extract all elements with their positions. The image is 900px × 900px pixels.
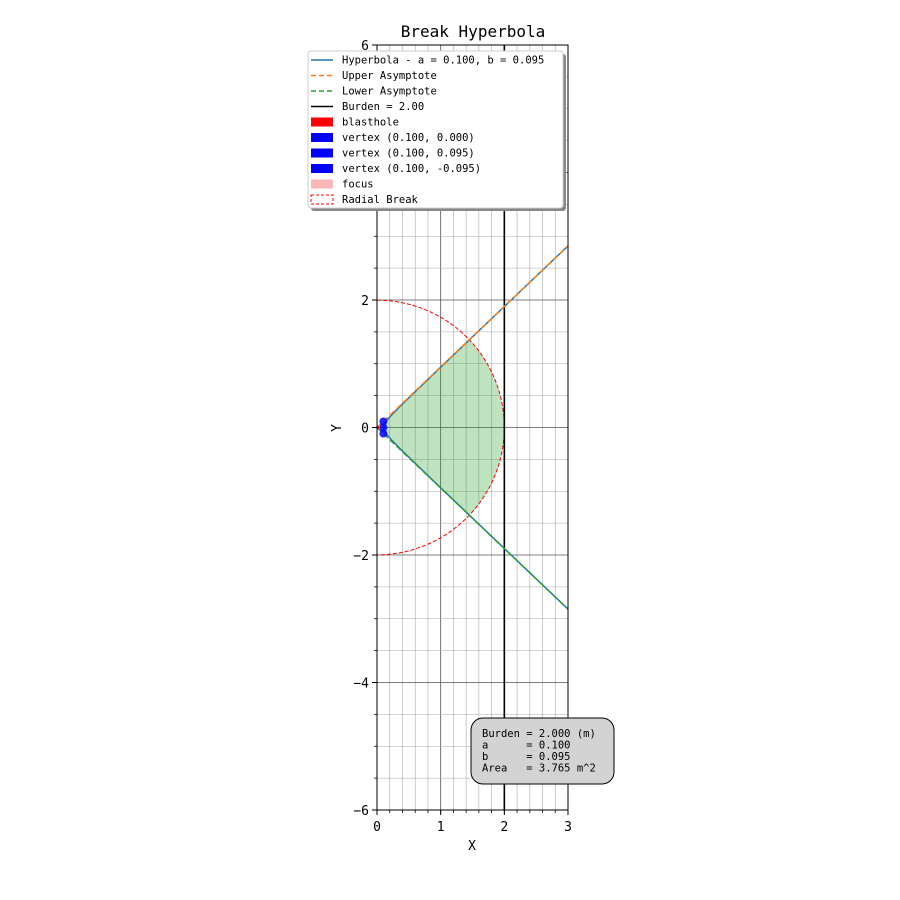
x-axis-label: X — [468, 839, 476, 854]
y-tick-label: −2 — [353, 549, 369, 564]
plot-area — [377, 45, 568, 810]
legend-label-9: Radial Break — [342, 194, 419, 206]
x-tick-label: 0 — [373, 820, 381, 835]
legend-label-2: Lower Asymptote — [342, 86, 437, 98]
legend-swatch-6 — [311, 148, 333, 158]
vertex-point-2 — [379, 429, 388, 438]
info-box-line-0: Burden = 2.000 (m) — [482, 728, 596, 740]
lower-asymptote — [377, 426, 568, 610]
chart-title: Break Hyperbola — [401, 22, 546, 41]
axis-ticks: 0 1 2 3 −6 −4 −2 0 2 6 — [353, 39, 572, 835]
x-tick-label: 3 — [564, 820, 572, 835]
y-tick-label: 2 — [361, 294, 369, 309]
y-tick-label: −4 — [353, 677, 369, 692]
legend-swatch-8 — [311, 179, 333, 189]
legend-swatch-4 — [311, 117, 333, 127]
legend-box — [307, 50, 564, 209]
break-area-shading — [383, 339, 505, 516]
y-axis-label: Y — [330, 424, 345, 432]
legend-swatch-7 — [311, 164, 333, 173]
info-box-line-1: a = 0.100 — [482, 740, 571, 752]
vertex-point-1 — [379, 417, 388, 426]
legend-label-1: Upper Asymptote — [342, 70, 437, 82]
info-box-line-2: b = 0.095 — [482, 751, 571, 763]
legend-label-4: blasthole — [342, 117, 399, 129]
legend-label-3: Burden = 2.00 — [342, 101, 424, 113]
info-box-background — [470, 717, 615, 785]
vertex-point-0 — [379, 423, 388, 432]
legend-label-7: vertex (0.100, -0.095) — [342, 163, 481, 175]
legend-label-8: focus — [342, 179, 374, 191]
info-box-line-3: Area = 3.765 m^2 — [482, 763, 596, 775]
y-tick-label: 0 — [361, 422, 369, 437]
legend-swatch-5 — [311, 133, 333, 142]
legend-label-5: vertex (0.100, 0.000) — [342, 132, 475, 144]
y-tick-label: 6 — [361, 39, 369, 54]
legend: Hyperbola - a = 0.100, b = 0.095 Upper As… — [307, 50, 566, 211]
x-tick-label: 1 — [437, 820, 445, 835]
x-tick-label: 2 — [500, 820, 508, 835]
upper-asymptote — [377, 245, 568, 429]
y-tick-label: −6 — [353, 804, 369, 819]
legend-swatch-9 — [310, 194, 334, 205]
legend-label-6: vertex (0.100, 0.095) — [342, 148, 475, 160]
legend-label-0: Hyperbola - a = 0.100, b = 0.095 — [342, 55, 544, 67]
